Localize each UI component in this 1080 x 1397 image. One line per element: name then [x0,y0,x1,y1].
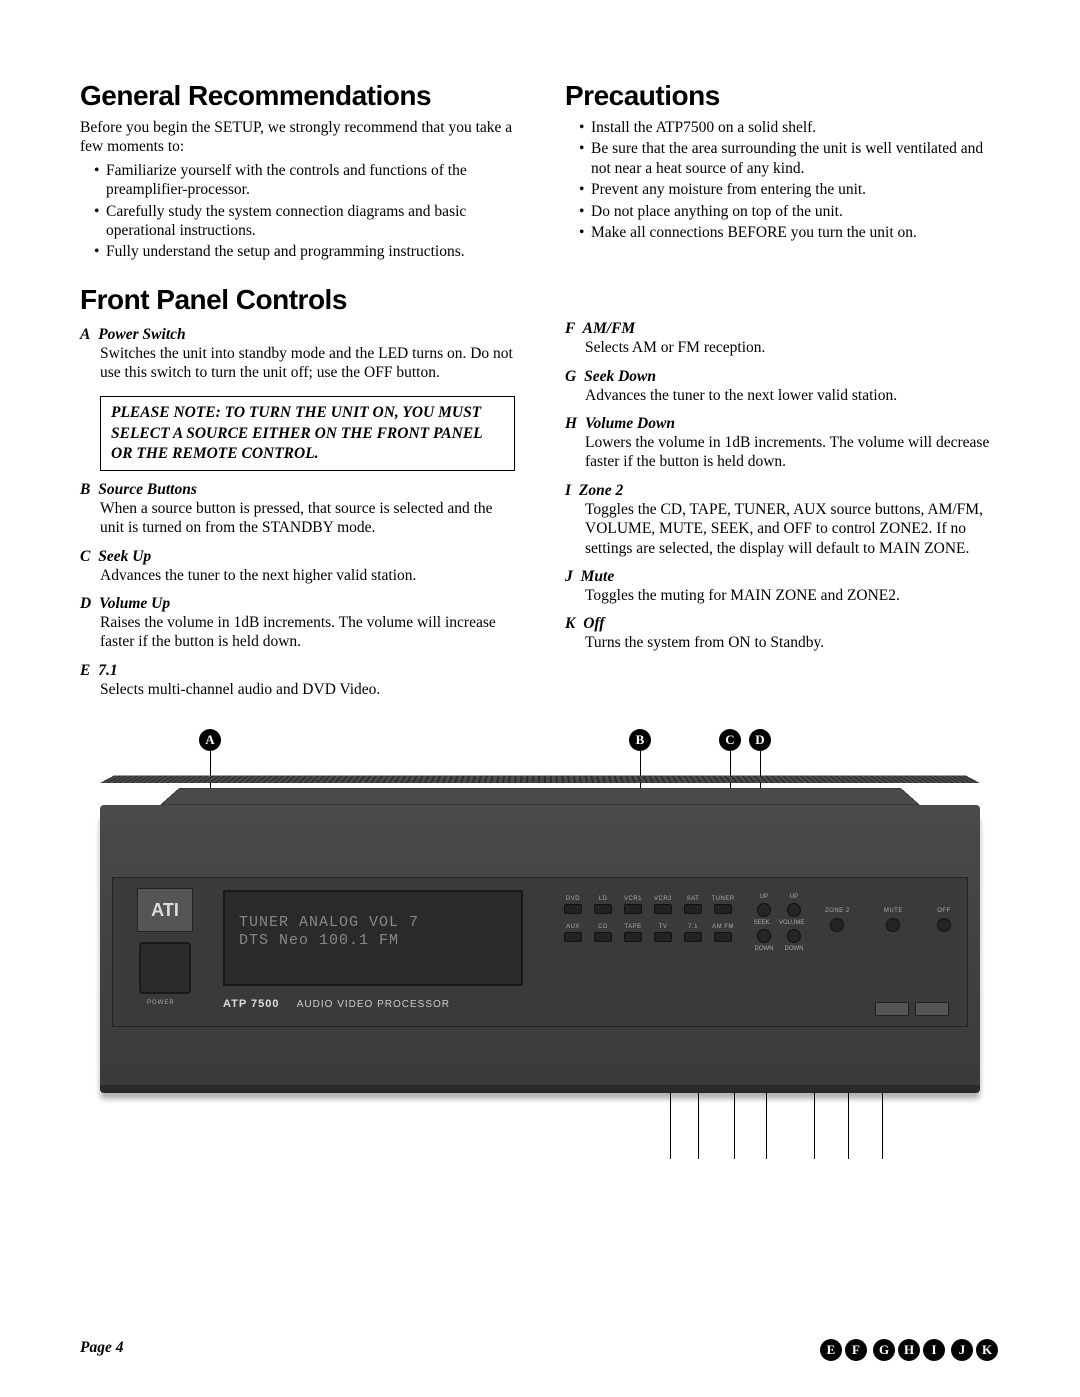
callout-circle: J [951,1339,973,1361]
control-button: MUTE [884,908,903,932]
source-button-grid: DVDLDVCR1VCR2SATTUNER AUXCDTAPETV7.1AM FM [561,896,735,948]
control-desc: When a source button is pressed, that so… [80,499,515,538]
control-desc: Toggles the CD, TAPE, TUNER, AUX source … [565,500,1000,558]
control-label: F AM/FM [565,320,1000,338]
control-label: J Mute [565,568,1000,586]
badge-icon [875,1002,909,1016]
note-box: PLEASE NOTE: TO TURN THE UNIT ON, YOU MU… [100,396,515,470]
control-desc: Toggles the muting for MAIN ZONE and ZON… [565,586,1000,605]
general-bullets: Familiarize yourself with the controls a… [80,161,515,262]
general-intro: Before you begin the SETUP, we strongly … [80,118,515,157]
control-label: E 7.1 [80,662,515,680]
page-number: Page 4 [80,1339,123,1357]
device-diagram: A B CD ATI POWER TUNER ANALOG VOL 7 DTS Ne… [80,729,1000,1159]
device-top-panel [160,788,920,805]
callout-circle: H [898,1339,920,1361]
control-desc: Advances the tuner to the next lower val… [565,386,1000,405]
control-desc: Advances the tuner to the next higher va… [80,566,515,585]
vent-grille [100,776,980,783]
source-button: LD [591,896,615,920]
bullet: Do not place anything on top of the unit… [579,202,1000,221]
source-button: SAT [681,896,705,920]
display-line-2: DTS Neo 100.1 FM [239,932,507,950]
heading-front-panel: Front Panel Controls [80,284,515,316]
callout-circle: B [629,729,651,751]
heading-precautions: Precautions [565,80,1000,112]
left-column: General Recommendations Before you begin… [80,80,515,699]
precautions-bullets: Install the ATP7500 on a solid shelf. Be… [565,118,1000,242]
bullet: Prevent any moisture from entering the u… [579,180,1000,199]
source-button: DVD [561,896,585,920]
power-button [139,942,191,994]
callout-circle: D [749,729,771,751]
bullet: Install the ATP7500 on a solid shelf. [579,118,1000,137]
source-button: TUNER [711,896,735,920]
control-label: K Off [565,615,1000,633]
heading-general: General Recommendations [80,80,515,112]
bottom-callout-row: E F G H I J K [820,1339,998,1361]
source-button: TAPE [621,924,645,948]
callout-circle: F [845,1339,867,1361]
certification-badges [875,1002,949,1016]
badge-icon [915,1002,949,1016]
bullet: Be sure that the area surrounding the un… [579,139,1000,178]
callout-circle: C [719,729,741,751]
right-column: Precautions Install the ATP7500 on a sol… [565,80,1000,699]
control-desc: Lowers the volume in 1dB increments. The… [565,433,1000,472]
model-subtitle: AUDIO VIDEO PROCESSOR [297,999,450,1010]
right-button-group: ZONE 2 MUTE OFF [825,908,951,932]
model-number: ATP 7500 [223,998,280,1010]
source-button: VCR1 [621,896,645,920]
control-label: B Source Buttons [80,481,515,499]
control-label: D Volume Up [80,595,515,613]
control-label: I Zone 2 [565,482,1000,500]
control-desc: Selects multi-channel audio and DVD Vide… [80,680,515,699]
control-label: G Seek Down [565,368,1000,386]
control-label: C Seek Up [80,548,515,566]
control-desc: Raises the volume in 1dB increments. The… [80,613,515,652]
device-body: ATI POWER TUNER ANALOG VOL 7 DTS Neo 100… [100,805,980,1085]
control-desc: Switches the unit into standby mode and … [80,344,515,383]
source-button: VCR2 [651,896,675,920]
control-label: A Power Switch [80,326,515,344]
callout-circle: G [873,1339,895,1361]
display-line-1: TUNER ANALOG VOL 7 [239,914,507,932]
bullet: Make all connections BEFORE you turn the… [579,223,1000,242]
lcd-display: TUNER ANALOG VOL 7 DTS Neo 100.1 FM [223,890,523,986]
power-label: POWER [147,1000,175,1006]
brand-logo: ATI [137,888,193,932]
source-button: AM FM [711,924,735,948]
model-row: ATP 7500 AUDIO VIDEO PROCESSOR [223,998,450,1010]
control-button: ZONE 2 [825,908,850,932]
callout-circle: I [923,1339,945,1361]
bullet: Carefully study the system connection di… [94,202,515,241]
control-desc: Selects AM or FM reception. [565,338,1000,357]
callout-circle: K [976,1339,998,1361]
bullet: Fully understand the setup and programmi… [94,242,515,261]
callout-circle: E [820,1339,842,1361]
control-button: OFF [937,908,951,932]
source-button: AUX [561,924,585,948]
control-label: H Volume Down [565,415,1000,433]
source-button: CD [591,924,615,948]
source-button: TV [651,924,675,948]
seek-volume-controls: UPUP SEEKVOLUME DOWNDOWN [749,894,809,952]
control-desc: Turns the system from ON to Standby. [565,633,1000,652]
source-button: 7.1 [681,924,705,948]
bullet: Familiarize yourself with the controls a… [94,161,515,200]
callout-circle: A [199,729,221,751]
device-front-face: ATI POWER TUNER ANALOG VOL 7 DTS Neo 100… [112,877,968,1027]
